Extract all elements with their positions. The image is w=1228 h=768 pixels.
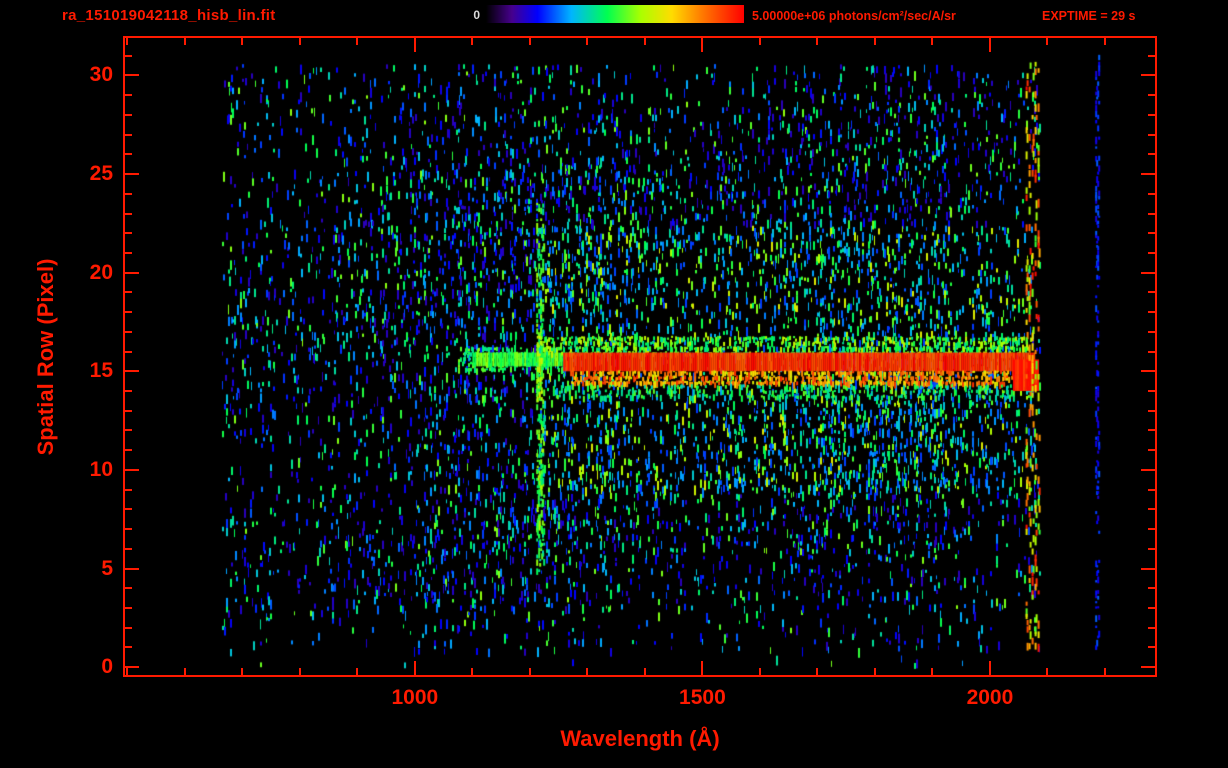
- y-tick-label: 5: [101, 556, 113, 580]
- y-tick-label: 0: [101, 655, 113, 679]
- x-tick-label: 1500: [679, 686, 726, 709]
- x-tick-label: 1000: [391, 686, 439, 709]
- y-tick-label: 10: [89, 457, 113, 481]
- exptime-label: EXPTIME = 29 s: [1042, 9, 1136, 23]
- x-axis-title: Wavelength (Å): [560, 726, 720, 751]
- heatmap-canvas: [125, 38, 1155, 675]
- y-axis-title: Spatial Row (Pixel): [33, 258, 58, 456]
- colorbar: [486, 5, 744, 23]
- y-tick-label: 25: [89, 162, 113, 186]
- y-tick-label: 30: [89, 63, 113, 87]
- colorbar-min-label: 0: [473, 8, 480, 22]
- x-tick-label: 2000: [966, 686, 1014, 709]
- file-name-title: ra_151019042118_hisb_lin.fit: [62, 7, 276, 24]
- colorbar-max-label: 5.00000e+06 photons/cm²/sec/A/sr: [752, 9, 956, 23]
